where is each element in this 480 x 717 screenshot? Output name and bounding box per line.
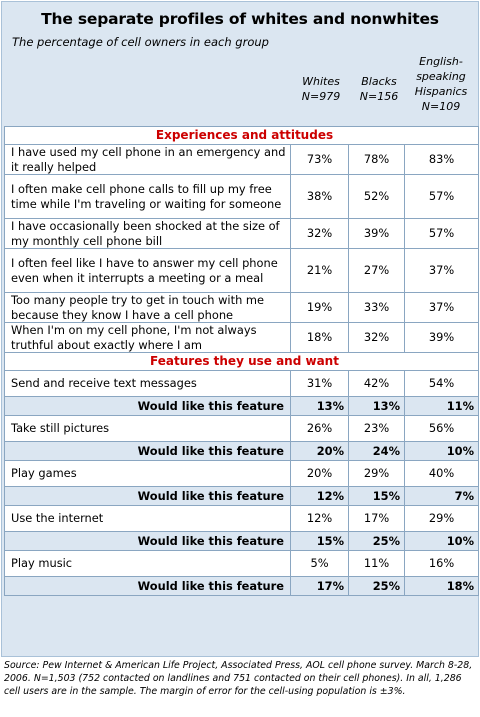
row-value: 73% <box>290 144 349 175</box>
feature-want-label: Would like this feature <box>4 441 291 461</box>
row-value: 19% <box>290 292 349 323</box>
table-frame: The separate profiles of whites and nonw… <box>1 1 480 657</box>
feature-want-value: 11% <box>403 396 480 416</box>
feature-want-row: Would like this feature 20% 24% 10% <box>4 441 480 461</box>
row-label: Play music <box>4 550 291 577</box>
feature-want-value: 12% <box>290 486 349 506</box>
section-header: Features they use and want <box>3 352 480 371</box>
feature-want-value: 15% <box>290 531 349 551</box>
table-row: Take still pictures 26% 23% 56% <box>4 415 480 442</box>
table-row: Use the internet 12% 17% 29% <box>4 505 480 532</box>
column-header-hispanics: English-speaking Hispanics N=109 <box>406 54 476 114</box>
feature-want-value: 24% <box>348 441 405 461</box>
column-header-whites: Whites N=979 <box>292 74 350 104</box>
row-value: 31% <box>290 370 349 397</box>
row-value: 29% <box>348 460 405 487</box>
table-row: Play games 20% 29% 40% <box>4 460 480 487</box>
row-value: 40% <box>403 460 480 487</box>
table-body: Experiences and attitudes I have used my … <box>3 126 480 596</box>
table-row: Play music 5% 11% 16% <box>4 550 480 577</box>
row-value: 18% <box>290 322 349 353</box>
feature-want-value: 17% <box>290 576 349 596</box>
row-value: 5% <box>290 550 349 577</box>
row-value: 39% <box>403 322 480 353</box>
feature-want-label: Would like this feature <box>4 576 291 596</box>
row-value: 52% <box>348 174 405 219</box>
table-row: I often make cell phone calls to fill up… <box>4 174 480 219</box>
row-value: 83% <box>403 144 480 175</box>
row-value: 38% <box>290 174 349 219</box>
row-value: 54% <box>403 370 480 397</box>
section-title: Experiences and attitudes <box>3 126 480 145</box>
column-label: Blacks <box>361 75 397 88</box>
row-value: 27% <box>348 248 405 293</box>
row-value: 21% <box>290 248 349 293</box>
row-value: 37% <box>403 248 480 293</box>
row-value: 57% <box>403 174 480 219</box>
feature-want-row: Would like this feature 12% 15% 7% <box>4 486 480 506</box>
column-n: N=109 <box>421 100 461 113</box>
row-label: Take still pictures <box>4 415 291 442</box>
data-table: Experiences and attitudes I have used my … <box>3 126 480 596</box>
table-row: When I'm on my cell phone, I'm not alway… <box>4 322 480 353</box>
row-value: 33% <box>348 292 405 323</box>
table-row: Send and receive text messages 31% 42% 54% <box>4 370 480 397</box>
row-label: I often feel like I have to answer my ce… <box>4 248 291 293</box>
column-label: English-speaking Hispanics <box>414 55 468 98</box>
feature-want-value: 20% <box>290 441 349 461</box>
feature-want-value: 10% <box>403 531 480 551</box>
table-row: I have used my cell phone in an emergenc… <box>4 144 480 175</box>
row-value: 16% <box>403 550 480 577</box>
row-label: Send and receive text messages <box>4 370 291 397</box>
row-label: I have used my cell phone in an emergenc… <box>4 144 291 175</box>
row-value: 23% <box>348 415 405 442</box>
page-title: The separate profiles of whites and nonw… <box>41 10 439 28</box>
feature-want-row: Would like this feature 13% 13% 11% <box>4 396 480 416</box>
row-label: Play games <box>4 460 291 487</box>
feature-want-label: Would like this feature <box>4 531 291 551</box>
table-row: I often feel like I have to answer my ce… <box>4 248 480 293</box>
feature-want-row: Would like this feature 17% 25% 18% <box>4 576 480 596</box>
feature-want-label: Would like this feature <box>4 486 291 506</box>
row-value: 29% <box>403 505 480 532</box>
feature-want-value: 15% <box>348 486 405 506</box>
feature-want-value: 10% <box>403 441 480 461</box>
row-value: 11% <box>348 550 405 577</box>
row-label: I have occasionally been shocked at the … <box>4 218 291 249</box>
table-row: I have occasionally been shocked at the … <box>4 218 480 249</box>
feature-want-label: Would like this feature <box>4 396 291 416</box>
row-value: 42% <box>348 370 405 397</box>
row-value: 57% <box>403 218 480 249</box>
row-value: 37% <box>403 292 480 323</box>
feature-want-value: 13% <box>348 396 405 416</box>
section-header: Experiences and attitudes <box>3 126 480 145</box>
row-value: 12% <box>290 505 349 532</box>
feature-want-value: 7% <box>403 486 480 506</box>
column-n: N=979 <box>301 90 341 103</box>
row-value: 17% <box>348 505 405 532</box>
row-label: When I'm on my cell phone, I'm not alway… <box>4 322 291 353</box>
row-value: 32% <box>290 218 349 249</box>
feature-want-value: 25% <box>348 531 405 551</box>
feature-want-value: 25% <box>348 576 405 596</box>
row-label: Too many people try to get in touch with… <box>4 292 291 323</box>
feature-want-row: Would like this feature 15% 25% 10% <box>4 531 480 551</box>
row-value: 20% <box>290 460 349 487</box>
row-label: Use the internet <box>4 505 291 532</box>
row-value: 32% <box>348 322 405 353</box>
row-label: I often make cell phone calls to fill up… <box>4 174 291 219</box>
row-value: 78% <box>348 144 405 175</box>
column-label: Whites <box>302 75 340 88</box>
row-value: 26% <box>290 415 349 442</box>
feature-want-value: 18% <box>403 576 480 596</box>
page-subtitle: The percentage of cell owners in each gr… <box>12 35 269 49</box>
table-row: Too many people try to get in touch with… <box>4 292 480 323</box>
row-value: 39% <box>348 218 405 249</box>
source-note: Source: Pew Internet & American Life Pro… <box>4 660 473 697</box>
section-title: Features they use and want <box>3 352 480 371</box>
column-header-blacks: Blacks N=156 <box>350 74 408 104</box>
column-n: N=156 <box>359 90 399 103</box>
row-value: 56% <box>403 415 480 442</box>
feature-want-value: 13% <box>290 396 349 416</box>
